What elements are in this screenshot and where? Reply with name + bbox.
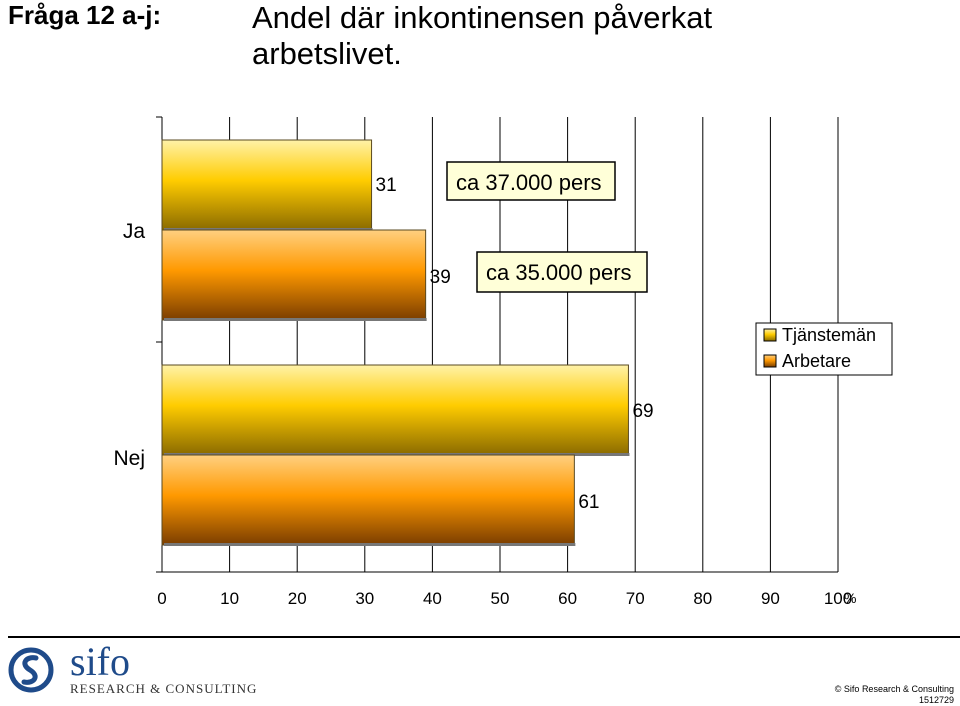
- bar-shadow: [164, 318, 427, 321]
- chart-title-line-1: Andel där inkontinensen påverkat: [252, 0, 713, 35]
- legend-label: Arbetare: [782, 351, 851, 371]
- bar-shadow: [164, 543, 576, 546]
- legend: Tjänstemän Arbetare: [755, 322, 893, 376]
- annotation-box: [476, 251, 648, 293]
- annotation-text: ca 37.000 pers: [456, 170, 602, 195]
- x-tick-label: 10: [220, 589, 239, 608]
- sifo-logo: sifo RESEARCH & CONSULTING: [6, 639, 256, 700]
- bar: [161, 364, 629, 456]
- x-tick-label: 80: [693, 589, 712, 608]
- legend-swatch: [763, 354, 777, 368]
- x-tick-label: 50: [491, 589, 510, 608]
- annotations: ca 37.000 pers ca 35.000 pers: [446, 161, 648, 293]
- chart-title-line-2: arbetslivet.: [252, 36, 402, 71]
- legend-swatch: [763, 328, 777, 342]
- data-label: 69: [632, 401, 653, 422]
- value-labels: 31 39 69 61: [376, 175, 654, 513]
- document-code: 1512729: [918, 695, 954, 705]
- copyright-text: © Sifo Research & Consulting: [834, 684, 954, 694]
- bars: [161, 139, 630, 546]
- bar: [161, 229, 427, 321]
- bar-chart: 0 10 20 30 40 50 60 70 80 90 100% Ja Nej 31 39 69 61 ca…: [113, 116, 893, 608]
- x-tick-label: 0: [157, 589, 166, 608]
- legend-label: Tjänstemän: [782, 325, 876, 345]
- category-label: Nej: [113, 447, 145, 470]
- sifo-logo-icon: [8, 647, 54, 693]
- bar: [161, 454, 575, 546]
- annotation-text: ca 35.000 pers: [486, 260, 632, 285]
- x-tick-label: 70: [626, 589, 645, 608]
- x-tick-label: 100: [824, 589, 852, 608]
- category-label: Ja: [123, 220, 146, 243]
- copyright: © Sifo Research & Consulting 1512729: [835, 684, 954, 706]
- data-label: 39: [430, 267, 451, 288]
- x-unit-label: %: [844, 590, 856, 606]
- annotation-box: [446, 161, 616, 201]
- data-label: 31: [376, 175, 397, 196]
- question-label: Fråga 12 a-j:: [8, 0, 162, 30]
- chart-title: Andel där inkontinensen påverkat arbetsl…: [252, 0, 812, 72]
- bar: [161, 139, 373, 231]
- x-tick-label: 40: [423, 589, 442, 608]
- data-label: 61: [578, 492, 599, 513]
- footer-divider: [8, 636, 960, 638]
- legend-box: [755, 322, 893, 376]
- x-tick-label: 20: [288, 589, 307, 608]
- x-tick-label: 60: [558, 589, 577, 608]
- logo-subtitle: RESEARCH & CONSULTING: [70, 681, 258, 696]
- logo-wordmark: sifo: [70, 639, 130, 684]
- x-tick-label: 30: [355, 589, 374, 608]
- x-tick-label: 90: [761, 589, 780, 608]
